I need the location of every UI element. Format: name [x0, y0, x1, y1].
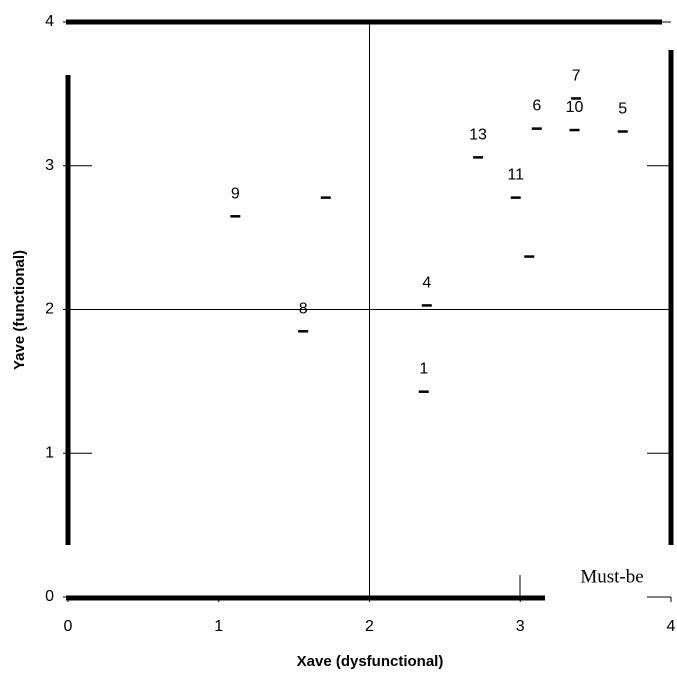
point — [524, 255, 534, 258]
x-tick-label: 1 — [214, 618, 223, 635]
point-label: 1 — [419, 361, 428, 378]
point — [230, 215, 240, 218]
point — [532, 127, 542, 130]
point-label: 9 — [231, 185, 240, 202]
y-tick-label: 2 — [45, 301, 54, 318]
point-label: 6 — [532, 98, 541, 115]
x-tick-label: 4 — [667, 618, 676, 635]
y-tick-label: 1 — [45, 444, 54, 461]
y-tick-label: 4 — [45, 13, 54, 30]
point — [473, 156, 483, 159]
point-label: 4 — [422, 274, 431, 291]
y-tick-label: 0 — [45, 588, 54, 605]
point-label: 7 — [572, 67, 581, 84]
point-label: 11 — [507, 167, 524, 184]
x-tick-label: 3 — [516, 618, 525, 635]
point-label: 13 — [469, 126, 487, 143]
chart: Xave (dysfunctional) Yave (functional) M… — [0, 0, 677, 677]
x-tick-label: 2 — [365, 618, 374, 635]
point — [618, 130, 628, 133]
point-label: 10 — [566, 99, 584, 116]
y-tick-label: 3 — [45, 157, 54, 174]
point — [298, 330, 308, 333]
point — [422, 304, 432, 307]
point — [419, 390, 429, 393]
x-tick-label: 0 — [64, 618, 73, 635]
point — [570, 129, 580, 132]
annotation: Must-be — [580, 566, 643, 587]
point-label: 5 — [618, 100, 627, 117]
y-axis-title: Yave (functional) — [11, 250, 28, 370]
point-label: 8 — [299, 300, 308, 317]
x-axis-title: Xave (dysfunctional) — [297, 653, 444, 670]
point — [511, 196, 521, 199]
point — [321, 196, 331, 199]
